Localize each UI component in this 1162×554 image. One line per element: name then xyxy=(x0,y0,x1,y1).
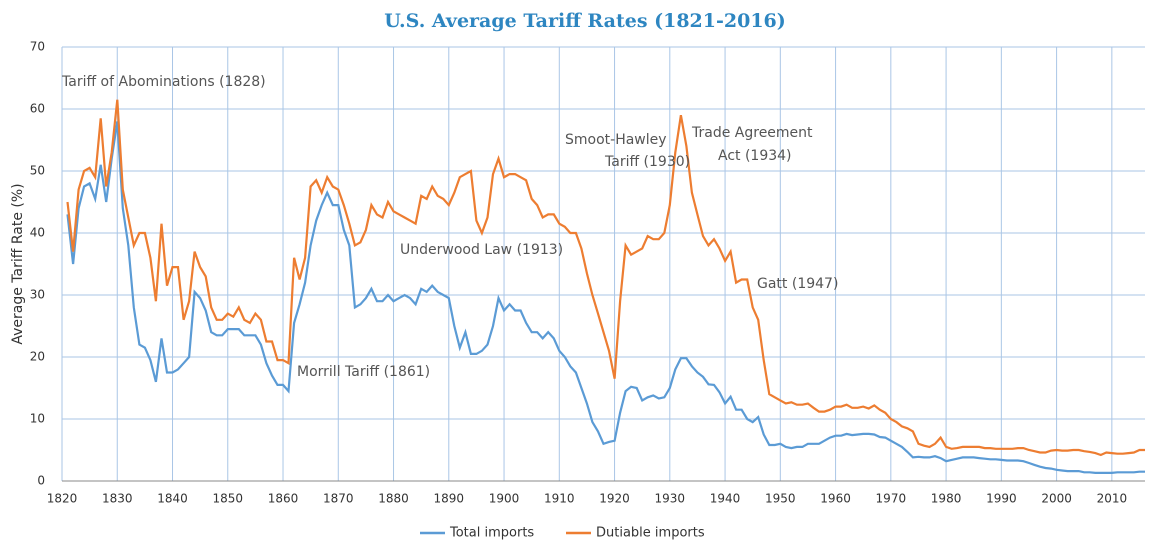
x-tick-label: 1970 xyxy=(876,492,907,506)
x-tick-label: 1870 xyxy=(323,492,354,506)
x-tick-label: 1980 xyxy=(931,492,962,506)
y-tick-label: 20 xyxy=(30,350,45,364)
annotation: Trade Agreement xyxy=(691,125,813,141)
y-tick-label: 30 xyxy=(30,288,45,302)
x-tick-label: 1840 xyxy=(157,492,188,506)
x-tick-label: 1920 xyxy=(599,492,630,506)
y-tick-label: 10 xyxy=(30,412,45,426)
x-tick-label: 1950 xyxy=(765,492,796,506)
data-line xyxy=(66,121,1145,474)
x-tick-label: 1830 xyxy=(102,492,133,506)
x-tick-label: 1890 xyxy=(434,492,465,506)
y-tick-label: 0 xyxy=(37,474,45,488)
data-line xyxy=(66,99,1145,457)
x-tick-label: 1850 xyxy=(212,492,243,506)
x-tick-label: 2010 xyxy=(1097,492,1128,506)
y-tick-label: 40 xyxy=(30,226,45,240)
x-tick-label: 1910 xyxy=(544,492,575,506)
annotation: Act (1934) xyxy=(718,148,792,164)
annotation: Gatt (1947) xyxy=(757,276,838,292)
x-tick-label: 2000 xyxy=(1041,492,1072,506)
chart-title: U.S. Average Tariff Rates (1821-2016) xyxy=(384,10,786,32)
y-tick-label: 60 xyxy=(30,102,45,116)
y-tick-label: 50 xyxy=(30,164,45,178)
annotation: Underwood Law (1913) xyxy=(400,242,563,258)
x-tick-label: 1900 xyxy=(489,492,520,506)
x-tick-label: 1990 xyxy=(986,492,1017,506)
annotation: Morrill Tariff (1861) xyxy=(297,364,430,380)
x-tick-label: 1930 xyxy=(655,492,686,506)
annotation: Smoot-Hawley xyxy=(565,132,667,148)
y-axis-label: Average Tariff Rate (%) xyxy=(10,183,26,344)
annotation: Tariff (1930) xyxy=(604,154,690,170)
legend-label: Dutiable imports xyxy=(596,526,705,541)
x-tick-label: 1940 xyxy=(710,492,741,506)
y-tick-label: 70 xyxy=(30,40,45,54)
annotation: Tariff of Abominations (1828) xyxy=(61,74,266,90)
x-tick-label: 1880 xyxy=(378,492,409,506)
x-tick-label: 1960 xyxy=(820,492,851,506)
legend-label: Total imports xyxy=(449,526,534,541)
x-tick-label: 1820 xyxy=(47,492,78,506)
x-tick-label: 1860 xyxy=(268,492,299,506)
